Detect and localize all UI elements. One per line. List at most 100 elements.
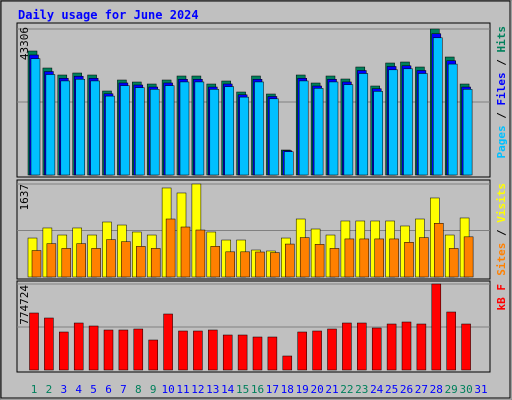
bar: [105, 95, 115, 176]
bar: [255, 251, 265, 278]
bar: [103, 329, 114, 371]
bar: [136, 246, 146, 278]
x-tick-label: 11: [176, 383, 189, 396]
bar: [148, 339, 158, 371]
x-tick-label: 4: [75, 383, 82, 396]
bar: [297, 331, 307, 371]
bar: [225, 251, 235, 278]
x-tick-label: 8: [135, 383, 142, 396]
legend: Sites / Visits: [495, 183, 508, 276]
x-tick-label: 28: [430, 383, 443, 396]
bar: [389, 238, 399, 278]
bar: [434, 223, 444, 278]
bar: [193, 330, 203, 371]
bar: [359, 238, 370, 278]
bar: [149, 89, 160, 176]
legend: kB F: [495, 284, 508, 311]
bar: [90, 80, 100, 176]
bar: [298, 80, 309, 176]
bar: [433, 37, 443, 176]
bar: [60, 80, 71, 176]
y-tick-label: 1637: [18, 184, 31, 211]
bar: [252, 336, 263, 371]
x-tick-label: 13: [206, 383, 219, 396]
bar: [180, 226, 191, 278]
bar: [448, 248, 459, 278]
x-tick-label: 21: [325, 383, 338, 396]
x-tick-label: 14: [221, 383, 235, 396]
x-tick-label: 6: [105, 383, 112, 396]
bar: [357, 322, 367, 371]
bar: [431, 283, 442, 371]
bar: [299, 237, 310, 278]
x-tick-label: 1: [31, 383, 38, 396]
bar: [269, 98, 279, 176]
x-tick-label: 23: [355, 383, 368, 396]
bar: [328, 81, 339, 176]
bar: [463, 236, 474, 278]
bar: [388, 69, 398, 176]
x-tick-label: 18: [281, 383, 294, 396]
bar: [61, 248, 72, 278]
bar: [404, 242, 414, 278]
bar: [419, 237, 429, 278]
bar: [386, 323, 397, 371]
legend: Pages / Files / Hits: [495, 26, 508, 159]
y-tick-label: 774724: [18, 285, 31, 325]
bar: [401, 321, 412, 371]
x-tick-label: 25: [385, 383, 398, 396]
x-tick-label: 27: [415, 383, 428, 396]
chart-title: Daily usage for June 2024: [18, 8, 199, 22]
bar: [446, 311, 456, 371]
bar: [403, 68, 413, 176]
bar: [374, 238, 384, 278]
legend-entry: kB F: [495, 284, 508, 311]
x-tick-label: 7: [120, 383, 127, 396]
x-tick-label: 2: [46, 383, 53, 396]
bar: [179, 81, 190, 176]
x-tick-label: 12: [191, 383, 204, 396]
bar: [164, 85, 175, 176]
bar: [239, 96, 249, 176]
bar: [118, 329, 129, 371]
bar: [342, 322, 352, 371]
bar: [194, 81, 205, 176]
legend-entry: Hits: [495, 26, 508, 53]
bar: [76, 243, 86, 278]
x-tick-label: 10: [161, 383, 174, 396]
bar: [344, 238, 355, 278]
bar: [29, 312, 39, 371]
x-tick-label: 24: [370, 383, 384, 396]
bar: [282, 355, 293, 371]
legend-entry: Visits: [495, 183, 508, 223]
bar: [418, 73, 428, 176]
legend-separator: /: [495, 53, 508, 73]
bar: [447, 63, 458, 176]
bar: [267, 336, 278, 371]
bar: [462, 89, 473, 176]
bar: [163, 313, 173, 371]
bar: [254, 81, 264, 176]
bar: [178, 330, 188, 371]
x-tick-label: 31: [474, 383, 487, 396]
x-tick-label: 19: [296, 383, 309, 396]
bar: [329, 248, 340, 278]
legend-separator: /: [495, 223, 508, 243]
legend-entry: Files: [495, 72, 508, 105]
legend-entry: Sites: [495, 243, 508, 276]
x-tick-label: 16: [251, 383, 264, 396]
bar: [120, 85, 130, 176]
bar: [133, 328, 144, 371]
bar: [45, 74, 56, 176]
bar: [46, 243, 57, 278]
bar: [165, 218, 176, 278]
bar: [224, 86, 234, 176]
bar: [270, 252, 280, 278]
bar: [461, 323, 471, 371]
bar: [208, 329, 218, 371]
bar: [416, 323, 427, 371]
bar: [358, 73, 369, 176]
x-tick-label: 3: [60, 383, 67, 396]
bar: [150, 248, 161, 278]
